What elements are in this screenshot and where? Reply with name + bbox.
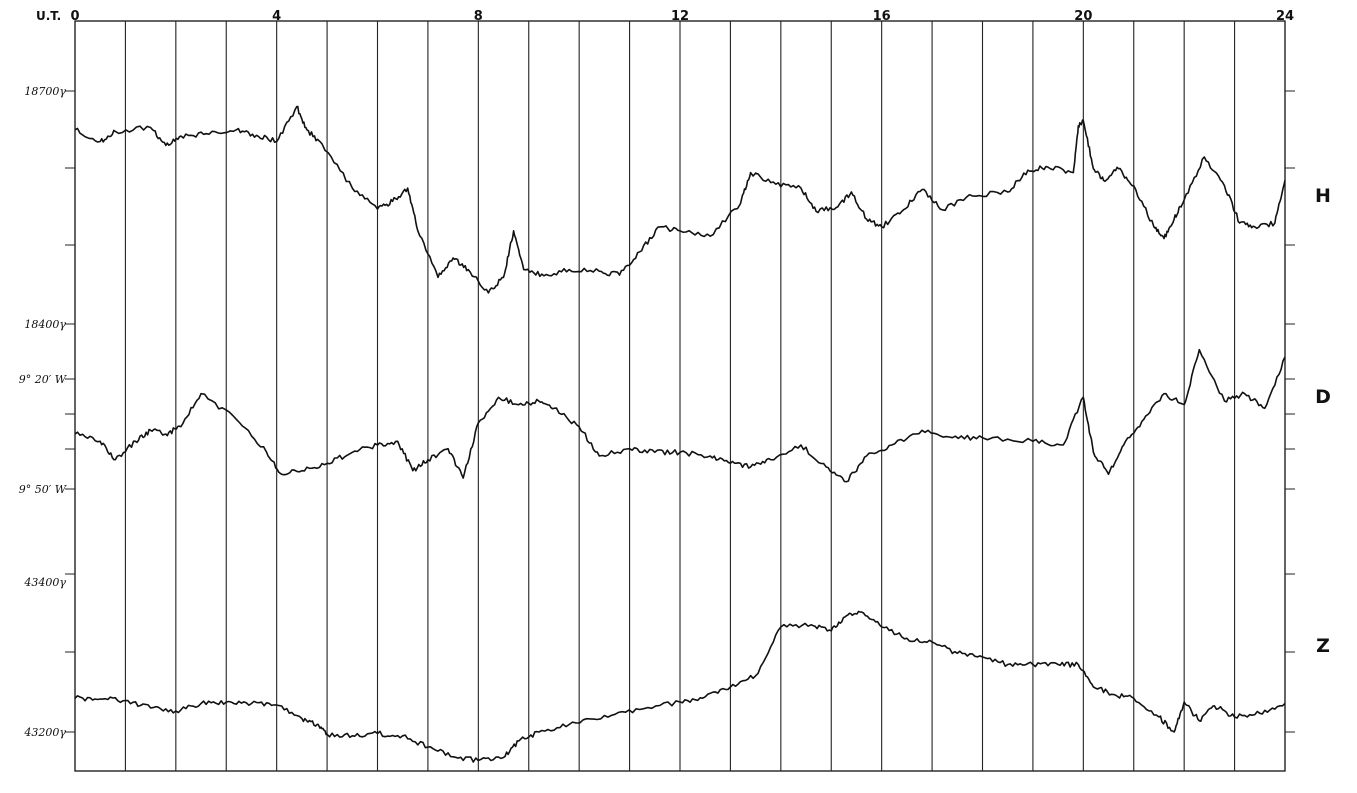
x-tick-label-24: 24 bbox=[1276, 9, 1294, 24]
x-axis-label: U.T. bbox=[36, 9, 61, 23]
scale-label-D-0: 9° 20′ W bbox=[19, 373, 68, 386]
scale-label-Z-1: 43200γ bbox=[23, 726, 66, 739]
trace-H bbox=[74, 105, 1286, 294]
scale-labels: 18700γ 18400γ 9° 20′ W 9° 50′ W 43400γ 43200γ bbox=[19, 85, 68, 739]
scale-label-D-1: 9° 50′ W bbox=[19, 483, 68, 496]
x-tick-label-12: 12 bbox=[671, 9, 689, 24]
x-tick-labels: 0 4 8 12 16 20 24 bbox=[70, 9, 1294, 24]
traces bbox=[74, 105, 1286, 763]
component-label-D: D bbox=[1315, 386, 1331, 408]
scale-label-Z-0: 43400γ bbox=[23, 576, 66, 589]
x-tick-label-20: 20 bbox=[1074, 9, 1092, 24]
component-labels: H D Z bbox=[1315, 185, 1331, 657]
component-label-Z: Z bbox=[1316, 635, 1330, 657]
trace-Z bbox=[74, 610, 1286, 763]
scale-label-H-0: 18700γ bbox=[24, 85, 66, 98]
x-tick-label-8: 8 bbox=[474, 9, 483, 24]
component-label-H: H bbox=[1315, 185, 1331, 207]
hour-grid bbox=[124, 21, 1236, 771]
x-tick-label-4: 4 bbox=[272, 9, 281, 24]
trace-D bbox=[74, 348, 1286, 483]
x-tick-label-16: 16 bbox=[873, 9, 891, 24]
side-ticks bbox=[65, 90, 1295, 733]
x-tick-label-0: 0 bbox=[70, 9, 79, 24]
scale-label-H-1: 18400γ bbox=[24, 318, 66, 331]
